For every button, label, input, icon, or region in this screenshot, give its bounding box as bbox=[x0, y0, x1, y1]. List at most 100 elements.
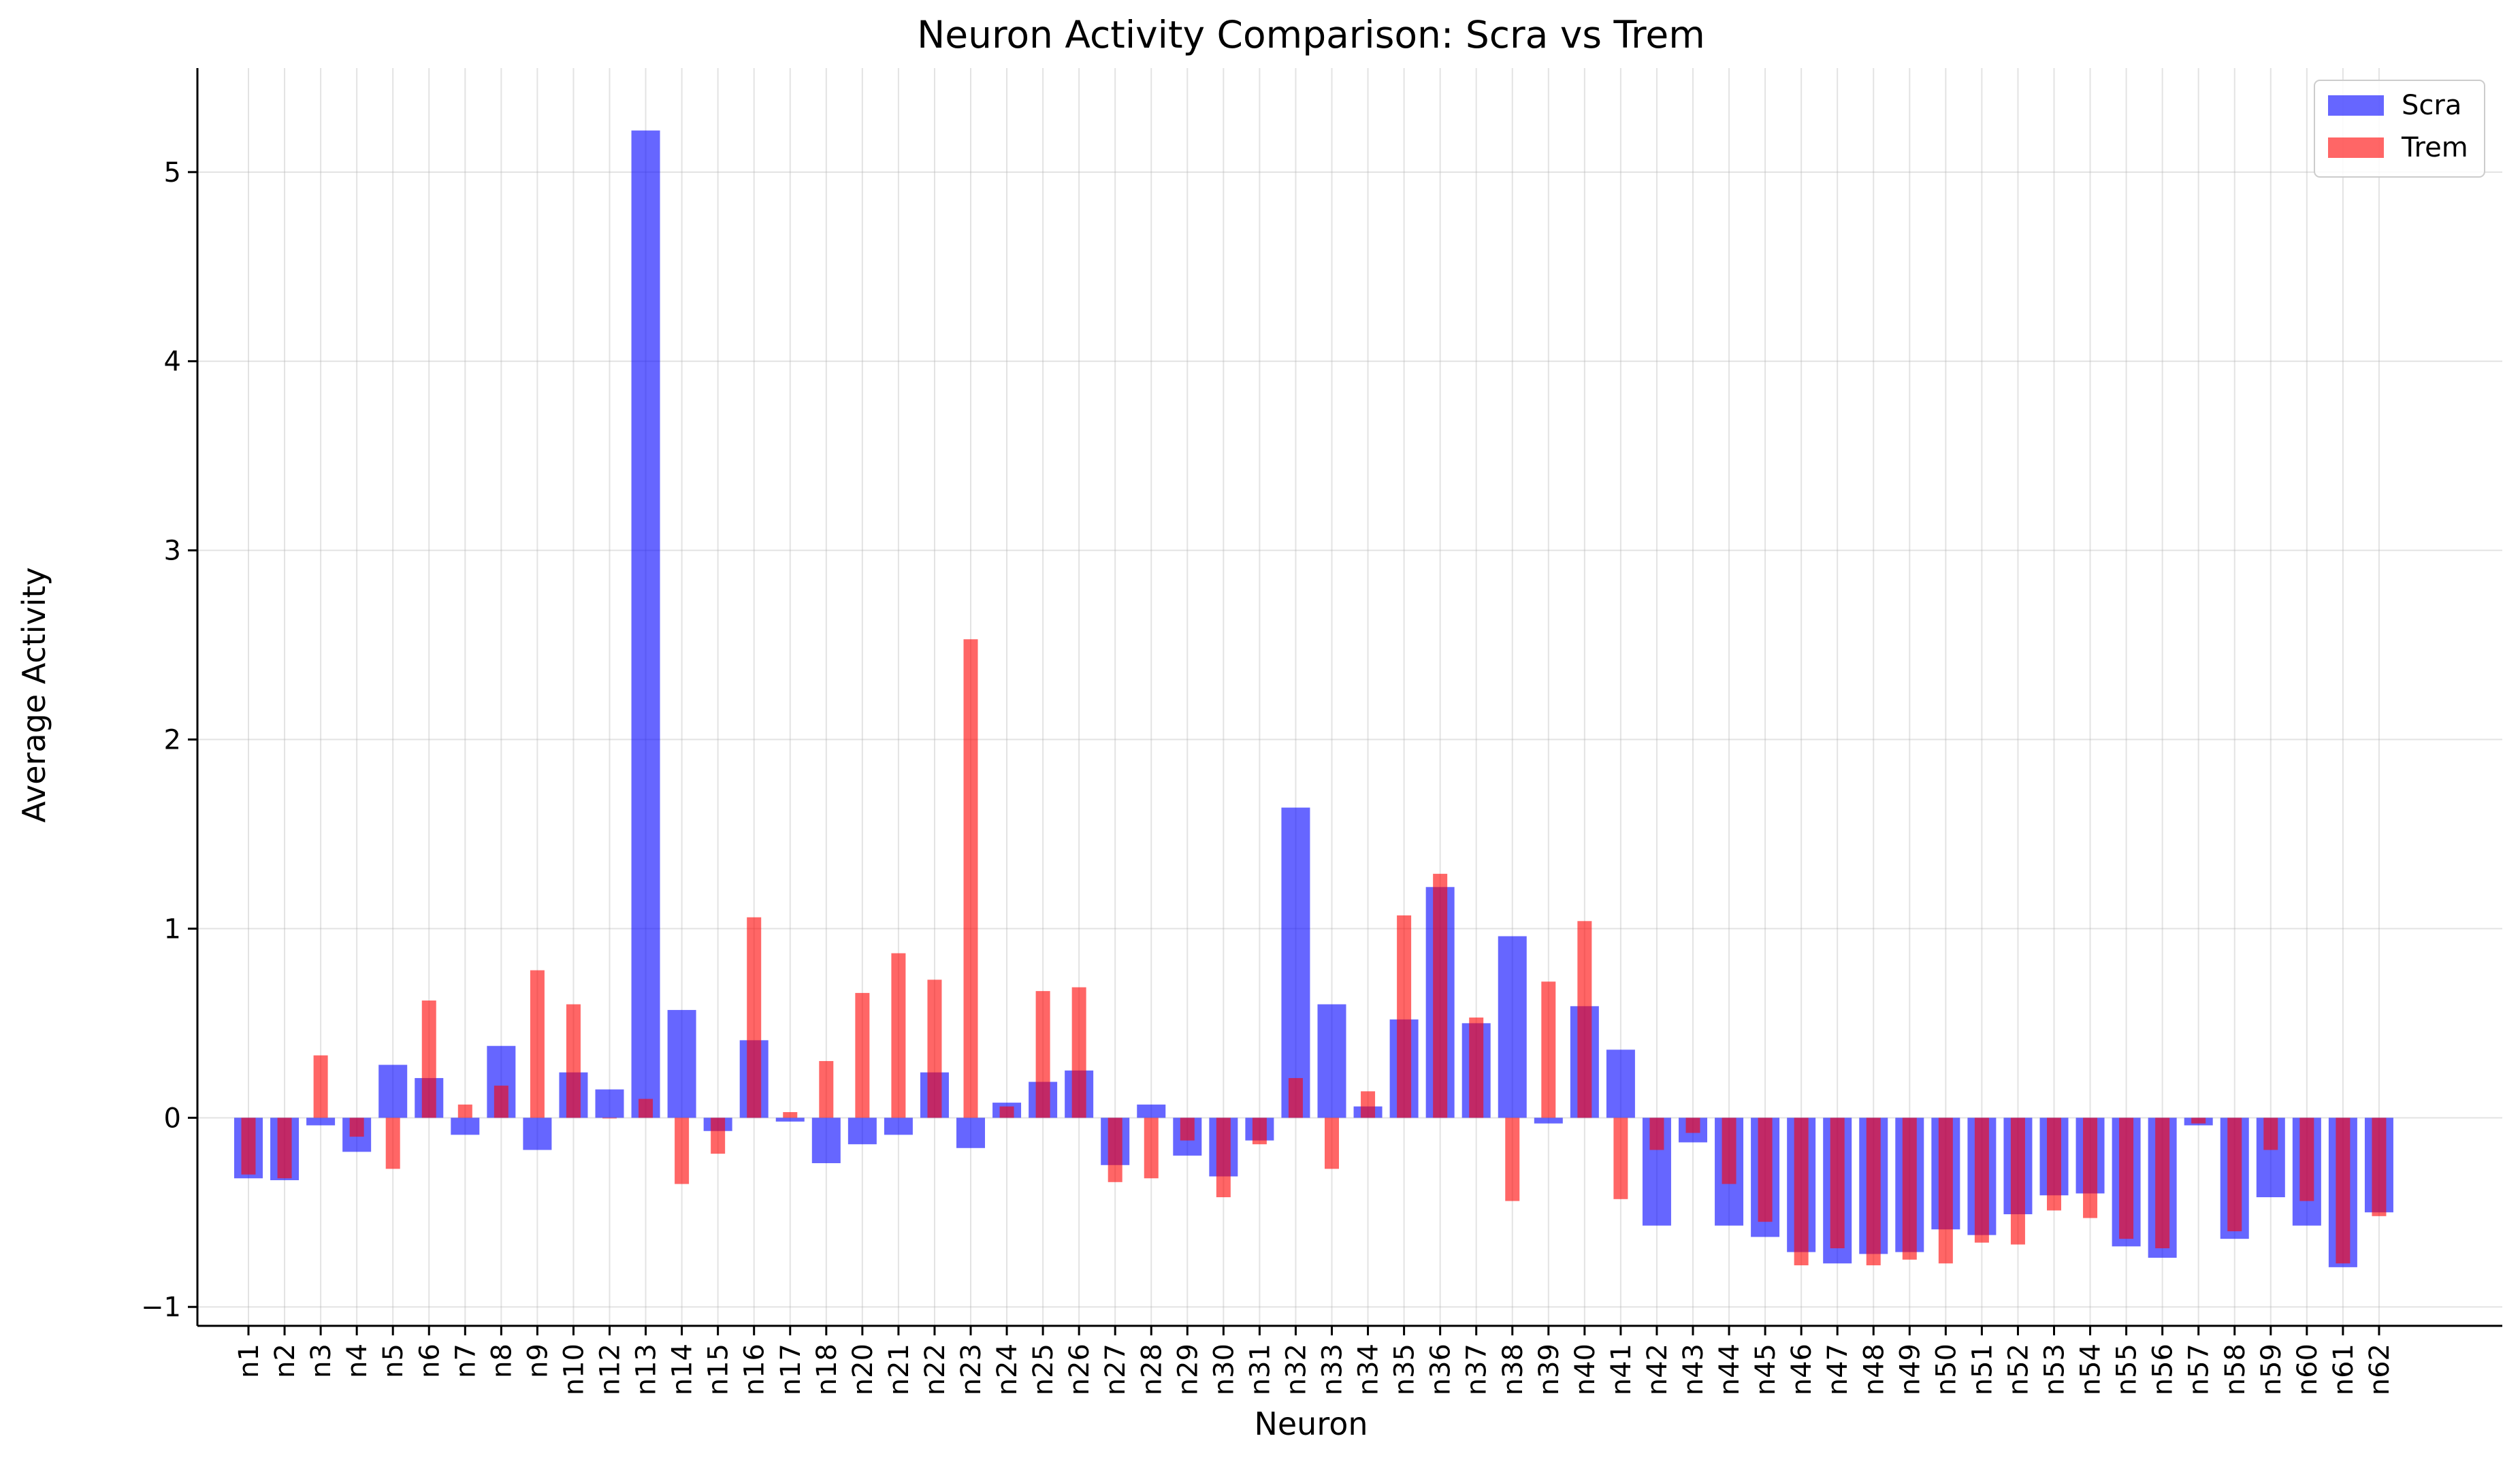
bar-trem-n48 bbox=[1866, 1118, 1881, 1266]
x-tick-label: n48 bbox=[1858, 1344, 1890, 1395]
legend-swatch-scra bbox=[2328, 95, 2384, 116]
bar-trem-n24 bbox=[999, 1106, 1014, 1118]
bar-trem-n40 bbox=[1577, 921, 1592, 1118]
bar-trem-n47 bbox=[1830, 1118, 1845, 1249]
bar-scra-n41 bbox=[1606, 1050, 1635, 1118]
x-tick-label: n37 bbox=[1461, 1344, 1493, 1395]
x-tick-label: n49 bbox=[1894, 1344, 1926, 1395]
bar-trem-n30 bbox=[1216, 1118, 1231, 1198]
bar-trem-n56 bbox=[2155, 1118, 2170, 1249]
bar-trem-n57 bbox=[2191, 1118, 2206, 1124]
bar-trem-n21 bbox=[891, 953, 906, 1118]
bar-trem-n53 bbox=[2047, 1118, 2061, 1211]
y-tick-label: 3 bbox=[164, 536, 181, 567]
bar-scra-n32 bbox=[1281, 807, 1310, 1118]
x-tick-label: n15 bbox=[703, 1344, 734, 1395]
bar-trem-n15 bbox=[711, 1118, 726, 1154]
bar-trem-n36 bbox=[1433, 873, 1448, 1118]
x-tick-label: n61 bbox=[2328, 1344, 2359, 1395]
x-tick-label: n44 bbox=[1714, 1344, 1745, 1395]
bar-trem-n61 bbox=[2336, 1118, 2351, 1264]
y-tick-label: 4 bbox=[164, 346, 181, 378]
x-tick-label: n26 bbox=[1064, 1344, 1095, 1395]
y-tick-label: 2 bbox=[164, 725, 181, 756]
bar-trem-n29 bbox=[1180, 1118, 1195, 1141]
bar-scra-n38 bbox=[1498, 936, 1527, 1118]
x-tick-label: n33 bbox=[1317, 1344, 1348, 1395]
bar-trem-n35 bbox=[1397, 915, 1412, 1118]
x-tick-label: n17 bbox=[775, 1344, 807, 1395]
y-tick-label: −1 bbox=[141, 1292, 181, 1323]
bar-trem-n16 bbox=[747, 917, 762, 1118]
bar-scra-n20 bbox=[847, 1118, 877, 1145]
bar-scra-n14 bbox=[667, 1009, 696, 1118]
x-tick-label: n62 bbox=[2364, 1344, 2395, 1395]
bar-trem-n9 bbox=[530, 970, 545, 1118]
x-tick-label: n24 bbox=[992, 1344, 1023, 1395]
bar-scra-n33 bbox=[1317, 1004, 1346, 1118]
x-tick-label: n46 bbox=[1786, 1344, 1818, 1395]
x-tick-label: n54 bbox=[2075, 1344, 2107, 1395]
x-tick-label: n2 bbox=[270, 1344, 301, 1378]
bar-scra-n5 bbox=[378, 1064, 408, 1118]
x-tick-label: n13 bbox=[631, 1344, 662, 1395]
y-tick-label: 5 bbox=[164, 157, 181, 189]
bar-trem-n37 bbox=[1469, 1018, 1484, 1118]
bar-scra-n28 bbox=[1137, 1104, 1166, 1118]
x-tick-label: n55 bbox=[2112, 1344, 2143, 1395]
x-tick-label: n50 bbox=[1931, 1344, 1962, 1395]
bar-trem-n46 bbox=[1794, 1118, 1809, 1266]
bar-scra-n39 bbox=[1534, 1118, 1563, 1124]
bar-scra-n18 bbox=[811, 1118, 841, 1164]
x-tick-label: n25 bbox=[1028, 1344, 1059, 1395]
x-tick-label: n10 bbox=[558, 1344, 589, 1395]
bar-trem-n52 bbox=[2010, 1118, 2025, 1245]
bar-trem-n17 bbox=[783, 1111, 798, 1118]
x-tick-label: n45 bbox=[1750, 1344, 1781, 1395]
bar-scra-n9 bbox=[523, 1118, 552, 1150]
bar-scra-n21 bbox=[884, 1118, 913, 1135]
x-tick-label: n53 bbox=[2039, 1344, 2071, 1395]
legend: Scra Trem bbox=[2314, 80, 2485, 178]
bar-trem-n10 bbox=[566, 1004, 581, 1118]
bar-scra-n7 bbox=[451, 1118, 480, 1135]
bar-trem-n6 bbox=[421, 1001, 436, 1118]
x-tick-label: n3 bbox=[306, 1344, 337, 1378]
legend-label-trem: Trem bbox=[2401, 132, 2468, 163]
bar-scra-n12 bbox=[595, 1089, 624, 1118]
x-tick-label: n12 bbox=[595, 1344, 626, 1395]
legend-swatch-trem bbox=[2328, 137, 2384, 158]
bar-trem-n26 bbox=[1071, 987, 1086, 1118]
bar-trem-n58 bbox=[2227, 1118, 2242, 1232]
bar-scra-n17 bbox=[775, 1118, 805, 1122]
x-tick-label: n51 bbox=[1967, 1344, 1998, 1395]
x-tick-label: n14 bbox=[667, 1344, 698, 1395]
bar-trem-n4 bbox=[349, 1118, 364, 1137]
x-tick-label: n7 bbox=[450, 1344, 481, 1378]
bar-trem-n34 bbox=[1361, 1091, 1376, 1118]
x-tick-label: n39 bbox=[1534, 1344, 1565, 1395]
x-tick-label: n41 bbox=[1606, 1344, 1637, 1395]
bar-trem-n13 bbox=[639, 1099, 653, 1118]
x-tick-label: n20 bbox=[847, 1344, 879, 1395]
chart-title: Neuron Activity Comparison: Scra vs Trem bbox=[917, 13, 1705, 56]
x-tick-label: n27 bbox=[1100, 1344, 1131, 1395]
bar-trem-n8 bbox=[494, 1086, 508, 1118]
bar-trem-n14 bbox=[675, 1118, 690, 1184]
x-tick-label: n35 bbox=[1389, 1344, 1421, 1395]
bar-trem-n44 bbox=[1722, 1118, 1736, 1184]
bar-scra-n23 bbox=[956, 1118, 985, 1148]
bar-trem-n25 bbox=[1035, 991, 1050, 1118]
x-tick-label: n57 bbox=[2184, 1344, 2215, 1395]
x-tick-label: n58 bbox=[2220, 1344, 2251, 1395]
x-tick-label: n34 bbox=[1353, 1344, 1385, 1395]
bar-scra-n3 bbox=[306, 1118, 336, 1126]
bar-trem-n22 bbox=[927, 979, 942, 1118]
bar-trem-n38 bbox=[1505, 1118, 1520, 1201]
bar-trem-n31 bbox=[1252, 1118, 1267, 1145]
x-tick-label: n43 bbox=[1678, 1344, 1709, 1395]
x-tick-label: n21 bbox=[884, 1344, 915, 1395]
x-tick-label: n18 bbox=[811, 1344, 843, 1395]
